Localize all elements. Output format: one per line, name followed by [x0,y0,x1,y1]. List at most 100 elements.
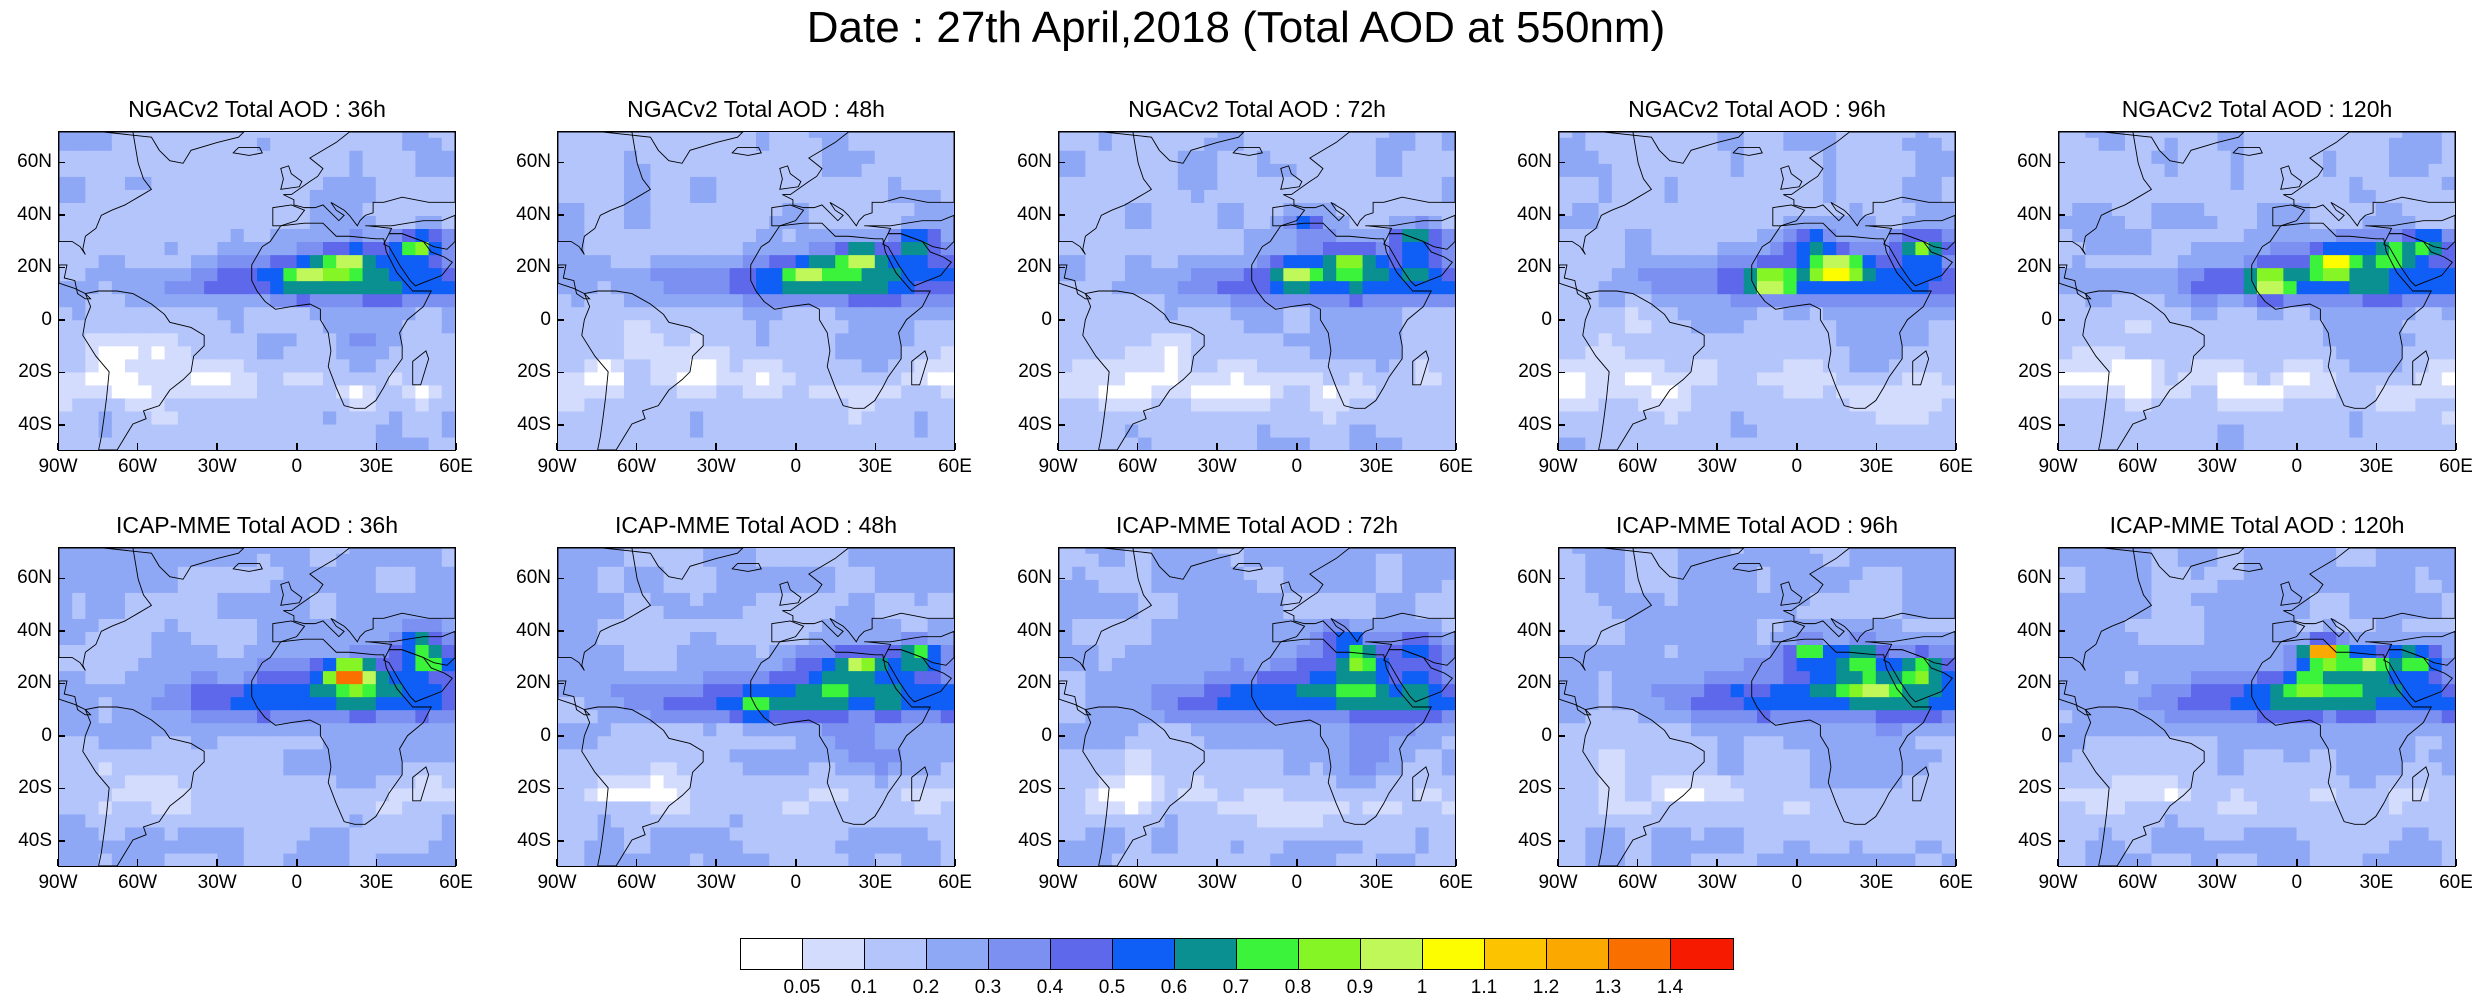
latitude-tick [2058,683,2065,685]
latitude-tick [557,319,564,321]
longitude-label: 30W [686,457,746,477]
latitude-label: 0 [1006,726,1052,746]
latitude-tick [1558,683,1565,685]
colorbar-swatch [989,939,1051,969]
longitude-tick [1876,859,1878,866]
latitude-label: 20S [1006,778,1052,798]
longitude-label: 30W [1687,457,1747,477]
longitude-label: 90W [1528,457,1588,477]
colorbar-swatch [927,939,989,969]
longitude-tick [1557,443,1559,450]
latitude-tick [1058,578,1065,580]
longitude-tick [1955,443,1957,450]
latitude-tick [1558,630,1565,632]
latitude-tick [1058,630,1065,632]
longitude-tick [875,859,877,866]
colorbar-swatch [1671,939,1733,969]
latitude-tick [58,683,65,685]
latitude-tick [58,214,65,216]
longitude-tick [1296,859,1298,866]
longitude-tick [795,443,797,450]
longitude-tick [2216,443,2218,450]
panel-title: NGACv2 Total AOD : 120h [2047,95,2467,123]
latitude-tick [1058,683,1065,685]
latitude-label: 40N [1006,621,1052,641]
panel-title: NGACv2 Total AOD : 96h [1547,95,1967,123]
latitude-tick [58,840,65,842]
longitude-label: 60W [607,873,667,893]
latitude-label: 60N [1506,152,1552,172]
latitude-tick [2058,630,2065,632]
longitude-label: 90W [28,457,88,477]
aod-map-panel [58,547,456,867]
longitude-label: 0 [1267,873,1327,893]
latitude-tick [58,630,65,632]
longitude-tick [455,859,457,866]
longitude-tick [1557,859,1559,866]
longitude-tick [556,859,558,866]
longitude-label: 60W [2108,457,2168,477]
longitude-tick [2455,859,2457,866]
longitude-tick [715,443,717,450]
longitude-label: 60E [1926,873,1986,893]
longitude-tick [1216,859,1218,866]
aod-map-panel [1558,131,1956,451]
latitude-label: 60N [2006,568,2052,588]
latitude-tick [1558,788,1565,790]
longitude-label: 0 [766,873,826,893]
longitude-label: 30E [346,457,406,477]
figure-title: Date : 27th April,2018 (Total AOD at 550… [0,2,2472,54]
longitude-tick [636,859,638,866]
longitude-tick [216,859,218,866]
latitude-label: 40N [1506,621,1552,641]
latitude-label: 40S [505,415,551,435]
latitude-label: 40N [2006,621,2052,641]
latitude-tick [58,372,65,374]
latitude-label: 60N [1006,568,1052,588]
latitude-tick [1558,267,1565,269]
colorbar-swatch [1113,939,1175,969]
longitude-tick [2376,859,2378,866]
latitude-label: 60N [505,568,551,588]
longitude-label: 0 [267,873,327,893]
latitude-label: 0 [6,310,52,330]
longitude-label: 60W [108,873,168,893]
longitude-label: 0 [1767,873,1827,893]
longitude-label: 30E [845,873,905,893]
longitude-label: 30W [187,873,247,893]
colorbar-swatch [1609,939,1671,969]
latitude-label: 60N [1006,152,1052,172]
panel-title: ICAP-MME Total AOD : 36h [47,511,467,539]
longitude-label: 0 [766,457,826,477]
latitude-tick [1558,735,1565,737]
longitude-tick [2296,443,2298,450]
latitude-label: 40S [1506,831,1552,851]
latitude-tick [557,788,564,790]
longitude-tick [1376,443,1378,450]
longitude-tick [1716,859,1718,866]
longitude-label: 60E [1426,873,1486,893]
longitude-tick [954,859,956,866]
colorbar-label: 0.05 [772,978,832,998]
latitude-tick [557,424,564,426]
colorbar-label: 1.3 [1578,978,1638,998]
longitude-tick [1137,443,1139,450]
longitude-tick [2296,859,2298,866]
longitude-label: 90W [2028,457,2088,477]
longitude-tick [1376,859,1378,866]
longitude-tick [1796,859,1798,866]
longitude-label: 30E [1346,873,1406,893]
colorbar-label: 1 [1392,978,1452,998]
latitude-label: 0 [6,726,52,746]
latitude-label: 20N [1506,673,1552,693]
panel-title: ICAP-MME Total AOD : 96h [1547,511,1967,539]
latitude-tick [557,372,564,374]
latitude-label: 20N [1006,257,1052,277]
colorbar-label: 1.2 [1516,978,1576,998]
longitude-tick [1057,859,1059,866]
latitude-tick [1558,319,1565,321]
colorbar-label: 0.3 [958,978,1018,998]
latitude-label: 40S [1006,415,1052,435]
latitude-tick [2058,788,2065,790]
longitude-tick [57,859,59,866]
